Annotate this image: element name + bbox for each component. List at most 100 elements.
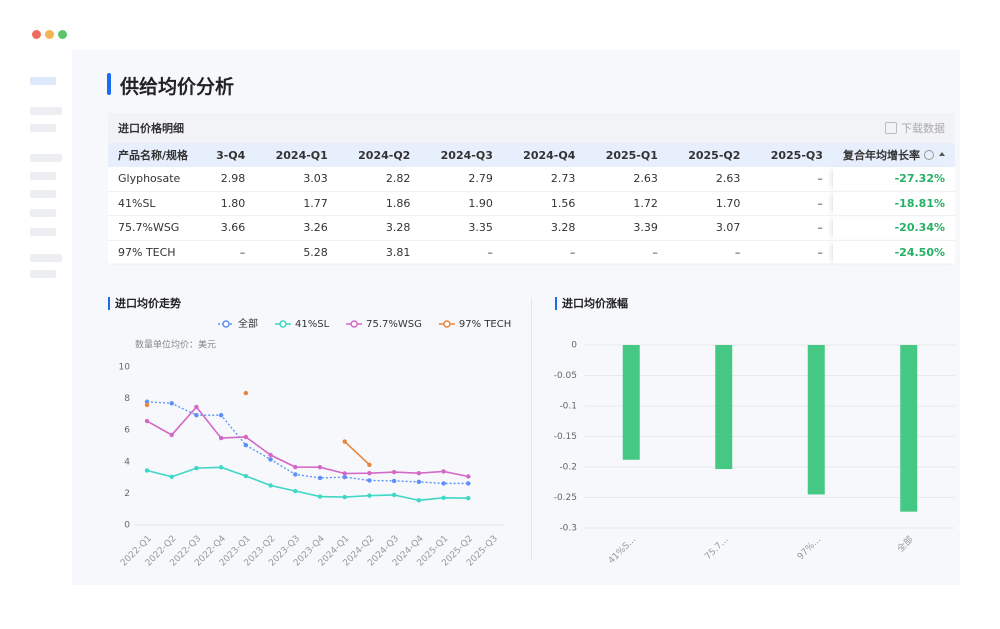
data-point [317,464,323,470]
table-cell: 1.72 [585,191,668,216]
column-label: 2024-Q1 [275,148,328,162]
x-tick-label: 97%... [796,535,823,562]
sidebar-item[interactable] [30,107,62,115]
column-header: 2024-Q3 [420,143,503,167]
sidebar-item[interactable] [30,154,62,162]
data-point [367,470,372,476]
data-point [194,404,199,410]
table-cell: 97% TECH [108,240,207,265]
data-point [317,475,323,481]
data-point [416,470,422,476]
legend-marker [350,320,358,328]
column-label: 2024-Q3 [440,148,493,162]
table-header: 进口价格明细 下载数据 [108,113,955,143]
table-cell: 3.39 [585,215,668,241]
table-cell: – [667,240,751,265]
sidebar-item[interactable] [30,209,56,217]
data-point [144,418,150,424]
data-point [466,474,471,479]
title-accent [107,73,111,95]
sidebar-item[interactable] [30,190,56,198]
table-cell: – [420,240,503,265]
data-point [218,465,224,470]
column-label: 产品名称/规格 [118,149,189,162]
info-icon [924,150,934,160]
y-tick-label: -0.2 [559,463,577,473]
data-point [342,471,347,476]
x-tick-label: 全部 [894,533,915,554]
column-header: 2024-Q2 [337,143,421,167]
sidebar-item[interactable] [30,270,56,278]
column-label: 3-Q4 [216,148,246,162]
window-minimize[interactable] [45,30,54,39]
sidebar-item[interactable] [30,254,62,262]
sidebar-item[interactable] [30,172,56,180]
data-point [342,494,347,500]
window-close[interactable] [32,30,41,39]
table-row: 41%SL 1.80 1.77 1.86 1.90 1.56 1.72 1.70– -18.81… [108,191,955,216]
table-cell: 1.70 [667,191,751,216]
price-table: 产品名称/规格 3-Q4 2024-Q1 2024-Q2 2024-Q3 2024-Q4 2… [108,143,955,265]
download-button[interactable]: 下载数据 [885,120,945,136]
data-point [391,492,397,498]
table-cell: -24.50% [832,240,955,265]
column-header: 2024-Q1 [255,143,338,167]
x-tick-label: 75.7... [703,535,730,562]
table-row: Glyphosate 2.98 3.03 2.82 2.79 2.73 2.63 2.63– -… [108,167,955,192]
table-cell: -27.32% [832,167,955,192]
table-cell: 3.07 [667,215,751,241]
table-cell: Glyphosate [108,167,207,192]
y-tick-label: -0.15 [554,432,577,442]
sidebar-item[interactable] [30,124,56,132]
data-point [317,494,323,499]
title-accent [108,297,110,310]
data-point [441,469,446,474]
y-tick-label: 10 [119,363,131,373]
x-tick-label: 41%S... [607,535,638,566]
table-cell: 1.77 [255,191,338,216]
sort-icon[interactable] [939,152,945,156]
y-tick-label: -0.25 [554,493,577,503]
bar [622,345,640,460]
download-label[interactable]: 下载数据 [901,122,945,135]
column-header: 2025-Q2 [667,143,751,167]
table-cell: 2.98 [206,167,256,192]
data-point [466,495,471,501]
data-point [342,474,347,480]
data-point [144,402,150,408]
table-cell: 3.03 [255,167,338,192]
data-point [144,399,150,404]
divider [531,298,532,560]
data-point [243,434,249,440]
table-cell: 1.90 [420,191,503,216]
bar [900,345,918,512]
table-row: 97% TECH –5.28 3.81– – – – – -24.50% [108,240,955,265]
data-point [243,390,249,396]
title-accent [555,297,557,310]
window-maximize[interactable] [58,30,67,39]
table-cell: 2.73 [502,167,586,192]
table-cell: 3.28 [337,215,421,241]
data-point [367,462,372,468]
series-line [146,466,469,502]
column-header: 2025-Q3 [750,143,833,167]
data-point [144,468,150,473]
table-cell: 41%SL [108,191,207,216]
legend-marker [222,320,230,328]
data-point [169,401,174,406]
sidebar-item[interactable] [30,77,56,85]
series-line [146,401,469,485]
page-title: 供给均价分析 [120,76,235,98]
table-cell: – [502,240,586,265]
data-point [194,465,199,471]
column-label: 2024-Q2 [358,148,411,162]
bar [807,345,825,495]
chart-subtitle: 数量单位均价：美元 [135,339,216,351]
sidebar-item[interactable] [30,228,56,236]
data-point [391,469,397,475]
data-point [169,432,174,438]
table-cell: -20.34% [832,215,955,241]
table-cell: 3.26 [255,215,338,241]
table-cell: – [750,215,833,241]
